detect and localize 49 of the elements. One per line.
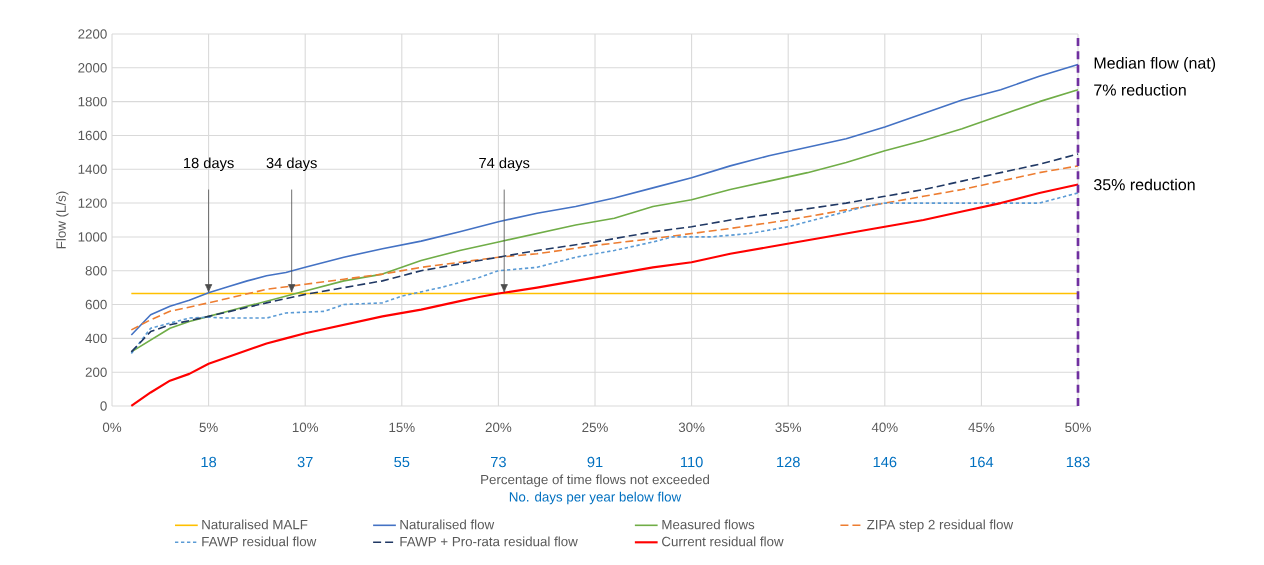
y-tick-label: 1400 (78, 164, 107, 174)
annotation: Median flow (nat) (1094, 56, 1216, 72)
legend-label: Naturalised flow (400, 519, 495, 530)
x-tick-label: 30% (678, 422, 705, 433)
y-tick-label: 800 (85, 266, 107, 276)
x2-tick-label: 91 (587, 456, 603, 468)
y-tick-label: 0 (100, 401, 107, 411)
y-tick-label: 1600 (78, 130, 107, 141)
x-tick-label: 5% (199, 422, 218, 433)
legend-label: FAWP + Pro-rata residual flow (400, 536, 578, 547)
x2-tick-label: 55 (394, 456, 410, 468)
legend-label: ZIPA step 2 residual flow (867, 519, 1014, 532)
legend-label: Naturalised MALF (202, 519, 308, 530)
x2-tick-label: 37 (297, 456, 313, 468)
x-tick-label: 45% (968, 422, 995, 433)
x2-tick-label: 110 (681, 456, 703, 468)
y-tick-label: 600 (85, 299, 107, 310)
x-tick-label: 20% (485, 422, 512, 433)
annotation: 7% reduction (1094, 83, 1186, 96)
y-tick-label: 2200 (78, 29, 107, 39)
legend-label: FAWP residual flow (202, 536, 317, 547)
x-tick-label: 50% (1065, 422, 1091, 433)
y-tick-label: 400 (85, 333, 107, 344)
y-tick-label: 1200 (78, 198, 107, 208)
x-tick-label: 10% (292, 422, 319, 433)
x2-tick-label: 128 (777, 456, 800, 468)
legend-label: Current residual flow (662, 536, 784, 547)
annotation: 34 days (266, 157, 317, 172)
annotation: 74 days (479, 157, 530, 172)
annotation: 18 days (184, 157, 234, 172)
y-axis-title: Flow (L/s) (56, 191, 69, 249)
x-tick-label: 25% (582, 422, 608, 433)
y-tick-label: 1800 (78, 96, 107, 107)
x2-tick-label: 164 (970, 456, 994, 468)
x-tick-label: 0% (102, 422, 122, 433)
x2-tick-label: 146 (873, 456, 897, 468)
legend-label: Measured flows (662, 519, 755, 530)
x-axis-title: Percentage of time flows not exceeded (481, 474, 709, 487)
x2-tick-label: 183 (1066, 456, 1090, 468)
y-tick-label: 200 (85, 367, 107, 377)
x2-tick-label: 18 (201, 456, 217, 468)
x2-tick-label: 73 (491, 456, 506, 468)
annotation: 35% reduction (1093, 178, 1195, 191)
x-tick-label: 15% (389, 422, 415, 433)
y-tick-label: 2000 (78, 63, 107, 73)
x-tick-label: 35% (775, 422, 802, 433)
y-tick-label: 1000 (78, 232, 107, 242)
x2-axis-title: No. days per year below flow (509, 491, 682, 505)
x-tick-label: 40% (871, 422, 898, 433)
